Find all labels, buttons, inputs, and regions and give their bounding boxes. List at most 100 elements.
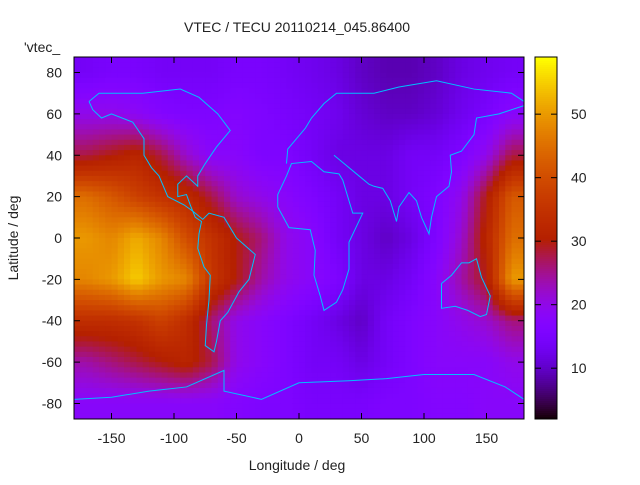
heatmap-cell: [199, 201, 206, 208]
heatmap-cell: [149, 113, 156, 120]
heatmap-cell: [330, 294, 337, 301]
heatmap-cell: [174, 372, 181, 379]
heatmap-cell: [255, 232, 262, 239]
heatmap-cell: [242, 232, 250, 239]
heatmap-cell: [280, 331, 287, 337]
heatmap-cell: [430, 253, 437, 260]
heatmap-cell: [92, 77, 100, 84]
heatmap-cell: [361, 206, 369, 213]
heatmap-cell: [205, 124, 212, 130]
heatmap-cell: [267, 305, 275, 311]
heatmap-cell: [142, 362, 150, 368]
heatmap-cell: [242, 201, 250, 208]
heatmap-cell: [142, 325, 150, 332]
heatmap-cell: [242, 98, 250, 105]
heatmap-cell: [299, 98, 306, 105]
heatmap-cell: [355, 238, 362, 244]
heatmap-cell: [267, 82, 275, 89]
heatmap-cell: [467, 289, 475, 296]
heatmap-cell: [174, 67, 181, 74]
heatmap-cell: [386, 82, 394, 89]
heatmap-cell: [430, 88, 437, 94]
heatmap-cell: [405, 186, 412, 192]
heatmap-cell: [499, 336, 506, 342]
heatmap-cell: [211, 393, 219, 399]
heatmap-cell: [255, 331, 262, 337]
heatmap-cell: [305, 346, 312, 353]
heatmap-cell: [405, 269, 412, 275]
heatmap-cell: [511, 196, 519, 203]
heatmap-cell: [74, 387, 81, 394]
heatmap-cell: [392, 93, 400, 99]
heatmap-cell: [361, 57, 369, 63]
heatmap-cell: [217, 253, 225, 260]
heatmap-cell: [299, 305, 306, 311]
heatmap-cell: [211, 377, 219, 384]
heatmap-cell: [499, 362, 506, 368]
heatmap-cell: [161, 217, 169, 223]
heatmap-cell: [511, 191, 519, 198]
heatmap-cell: [424, 217, 431, 223]
heatmap-cell: [492, 258, 500, 265]
heatmap-cell: [111, 393, 119, 399]
heatmap-cell: [467, 377, 475, 384]
heatmap-cell: [180, 336, 187, 342]
heatmap-cell: [192, 331, 200, 337]
heatmap-cell: [330, 217, 337, 223]
heatmap-cell: [317, 248, 325, 255]
heatmap-cell: [355, 232, 362, 239]
heatmap-cell: [305, 88, 312, 94]
heatmap-cell: [424, 238, 431, 244]
heatmap-cell: [236, 67, 244, 74]
heatmap-cell: [217, 88, 225, 94]
heatmap-cell: [399, 331, 406, 337]
heatmap-cell: [142, 305, 150, 311]
heatmap-cell: [449, 222, 456, 229]
heatmap-cell: [205, 253, 212, 260]
heatmap-cell: [249, 72, 256, 79]
heatmap-cell: [211, 72, 219, 79]
heatmap-cell: [224, 196, 231, 203]
heatmap-cell: [449, 351, 456, 358]
heatmap-cell: [380, 279, 387, 286]
heatmap-cell: [505, 258, 512, 265]
heatmap-cells: [74, 57, 525, 420]
heatmap-cell: [505, 336, 512, 342]
heatmap-cell: [342, 227, 350, 234]
heatmap-cell: [430, 393, 437, 399]
heatmap-cell: [449, 238, 456, 244]
heatmap-cell: [255, 377, 262, 384]
heatmap-cell: [117, 98, 125, 105]
heatmap-cell: [80, 77, 87, 84]
heatmap-cell: [399, 315, 406, 322]
heatmap-cell: [205, 279, 212, 286]
heatmap-cell: [311, 367, 319, 373]
heatmap-cell: [517, 150, 525, 156]
heatmap-cell: [492, 62, 500, 68]
heatmap-cell: [461, 217, 469, 223]
heatmap-cell: [324, 62, 331, 68]
heatmap-cell: [374, 57, 381, 63]
heatmap-cell: [455, 248, 462, 255]
heatmap-cell: [192, 206, 200, 213]
heatmap-cell: [417, 269, 425, 275]
heatmap-cell: [167, 253, 175, 260]
heatmap-cell: [342, 253, 350, 260]
heatmap-cell: [230, 279, 237, 286]
heatmap-cell: [236, 124, 244, 130]
heatmap-cell: [349, 201, 356, 208]
heatmap-cell: [286, 243, 294, 249]
heatmap-cell: [180, 139, 187, 146]
heatmap-cell: [192, 258, 200, 265]
heatmap-cell: [467, 186, 475, 192]
heatmap-cell: [392, 377, 400, 384]
heatmap-cell: [236, 181, 244, 187]
heatmap-cell: [92, 113, 100, 120]
heatmap-cell: [142, 356, 150, 363]
heatmap-cell: [486, 346, 494, 353]
heatmap-cell: [174, 134, 181, 141]
heatmap-cell: [130, 82, 137, 89]
heatmap-cell: [505, 217, 512, 223]
heatmap-cell: [486, 315, 494, 322]
heatmap-cell: [280, 382, 287, 389]
